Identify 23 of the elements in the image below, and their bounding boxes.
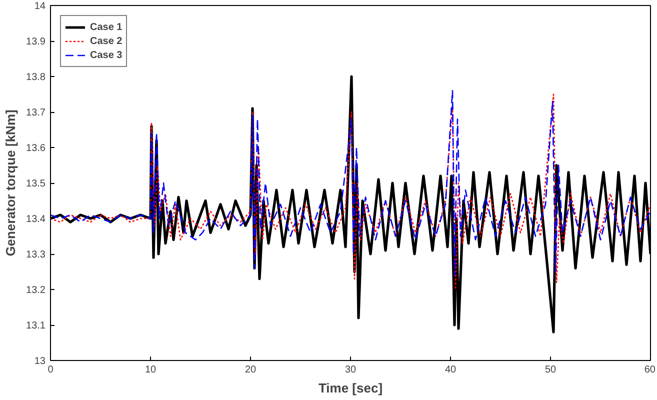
y-tick-label: 13.6: [26, 143, 46, 154]
y-tick-label: 13.2: [26, 285, 46, 296]
x-axis-title: Time [sec]: [318, 380, 383, 396]
x-tick-label: 10: [144, 364, 156, 376]
y-tick-label: 13.9: [26, 36, 46, 48]
y-axis-title: Generator torque [kNm]: [3, 110, 18, 256]
y-tick-label: 13.5: [26, 178, 46, 190]
x-tick-label: 60: [644, 364, 656, 376]
legend-label: Case 3: [90, 48, 122, 62]
x-tick-label: 30: [344, 364, 356, 376]
x-tick-label: 0: [48, 364, 54, 376]
x-tick-label: 40: [444, 364, 456, 376]
x-tick-label: 20: [244, 364, 256, 376]
y-tick-label: 13.8: [26, 72, 46, 83]
legend-label: Case 2: [90, 34, 122, 48]
y-tick-label: 13.4: [26, 214, 46, 225]
y-tick-label: 13.1: [26, 320, 46, 332]
y-tick-label: 13.3: [26, 250, 46, 260]
x-tick-label: 50: [544, 364, 556, 376]
y-tick-label: 13.7: [26, 108, 46, 118]
y-tick-label: 14: [34, 1, 46, 12]
y-tick-label: 13: [34, 356, 46, 367]
legend-label: Case 1: [90, 20, 122, 34]
